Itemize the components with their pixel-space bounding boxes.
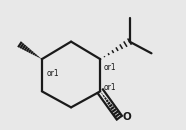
Text: O: O [123, 112, 132, 122]
Text: or1: or1 [104, 83, 117, 92]
Text: or1: or1 [104, 63, 117, 72]
Text: or1: or1 [47, 69, 60, 77]
